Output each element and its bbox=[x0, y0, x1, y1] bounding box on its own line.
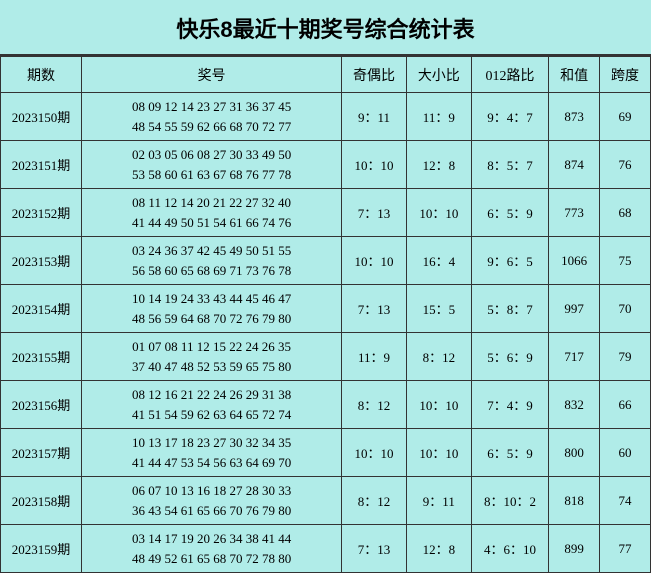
cell-big-small: 10：10 bbox=[406, 429, 471, 477]
cell-big-small: 16：4 bbox=[406, 237, 471, 285]
cell-numbers: 08 09 12 14 23 27 31 36 37 4548 54 55 59… bbox=[81, 93, 341, 141]
lottery-stats-table: 快乐8最近十期奖号综合统计表 期数 奖号 奇偶比 大小比 012路比 和值 跨度… bbox=[0, 0, 651, 573]
cell-sum: 997 bbox=[549, 285, 600, 333]
cell-numbers: 10 13 17 18 23 27 30 32 34 3541 44 47 53… bbox=[81, 429, 341, 477]
col-numbers: 奖号 bbox=[81, 57, 341, 93]
cell-span: 66 bbox=[600, 381, 651, 429]
cell-span: 76 bbox=[600, 141, 651, 189]
cell-numbers: 02 03 05 06 08 27 30 33 49 5053 58 60 61… bbox=[81, 141, 341, 189]
table-row: 2023158期06 07 10 13 16 18 27 28 30 3336 … bbox=[1, 477, 651, 525]
cell-odd-even: 10：10 bbox=[342, 141, 407, 189]
data-table: 期数 奖号 奇偶比 大小比 012路比 和值 跨度 2023150期08 09 … bbox=[0, 56, 651, 573]
cell-numbers: 03 14 17 19 20 26 34 38 41 4448 49 52 61… bbox=[81, 525, 341, 573]
cell-route012: 6：5：9 bbox=[471, 189, 548, 237]
cell-big-small: 12：8 bbox=[406, 141, 471, 189]
col-span: 跨度 bbox=[600, 57, 651, 93]
cell-sum: 773 bbox=[549, 189, 600, 237]
table-title: 快乐8最近十期奖号综合统计表 bbox=[0, 0, 651, 56]
cell-odd-even: 8：12 bbox=[342, 477, 407, 525]
cell-big-small: 8：12 bbox=[406, 333, 471, 381]
table-row: 2023152期08 11 12 14 20 21 22 27 32 4041 … bbox=[1, 189, 651, 237]
cell-big-small: 12：8 bbox=[406, 525, 471, 573]
header-row: 期数 奖号 奇偶比 大小比 012路比 和值 跨度 bbox=[1, 57, 651, 93]
cell-big-small: 15：5 bbox=[406, 285, 471, 333]
cell-big-small: 10：10 bbox=[406, 381, 471, 429]
table-row: 2023151期02 03 05 06 08 27 30 33 49 5053 … bbox=[1, 141, 651, 189]
cell-big-small: 11：9 bbox=[406, 93, 471, 141]
col-period: 期数 bbox=[1, 57, 82, 93]
cell-numbers: 01 07 08 11 12 15 22 24 26 3537 40 47 48… bbox=[81, 333, 341, 381]
cell-period: 2023159期 bbox=[1, 525, 82, 573]
cell-period: 2023151期 bbox=[1, 141, 82, 189]
cell-big-small: 10：10 bbox=[406, 189, 471, 237]
cell-odd-even: 8：12 bbox=[342, 381, 407, 429]
cell-odd-even: 9：11 bbox=[342, 93, 407, 141]
col-sum: 和值 bbox=[549, 57, 600, 93]
cell-span: 77 bbox=[600, 525, 651, 573]
cell-odd-even: 10：10 bbox=[342, 429, 407, 477]
cell-odd-even: 7：13 bbox=[342, 285, 407, 333]
cell-span: 74 bbox=[600, 477, 651, 525]
cell-route012: 4：6：10 bbox=[471, 525, 548, 573]
cell-span: 70 bbox=[600, 285, 651, 333]
table-row: 2023153期03 24 36 37 42 45 49 50 51 5556 … bbox=[1, 237, 651, 285]
cell-span: 75 bbox=[600, 237, 651, 285]
cell-sum: 899 bbox=[549, 525, 600, 573]
cell-span: 68 bbox=[600, 189, 651, 237]
cell-period: 2023153期 bbox=[1, 237, 82, 285]
table-row: 2023157期10 13 17 18 23 27 30 32 34 3541 … bbox=[1, 429, 651, 477]
cell-span: 69 bbox=[600, 93, 651, 141]
cell-period: 2023155期 bbox=[1, 333, 82, 381]
cell-odd-even: 7：13 bbox=[342, 525, 407, 573]
cell-span: 60 bbox=[600, 429, 651, 477]
cell-big-small: 9：11 bbox=[406, 477, 471, 525]
cell-period: 2023157期 bbox=[1, 429, 82, 477]
cell-sum: 873 bbox=[549, 93, 600, 141]
table-row: 2023155期01 07 08 11 12 15 22 24 26 3537 … bbox=[1, 333, 651, 381]
cell-route012: 8：5：7 bbox=[471, 141, 548, 189]
cell-numbers: 08 11 12 14 20 21 22 27 32 4041 44 49 50… bbox=[81, 189, 341, 237]
cell-numbers: 06 07 10 13 16 18 27 28 30 3336 43 54 61… bbox=[81, 477, 341, 525]
cell-sum: 717 bbox=[549, 333, 600, 381]
col-odd-even: 奇偶比 bbox=[342, 57, 407, 93]
table-row: 2023159期03 14 17 19 20 26 34 38 41 4448 … bbox=[1, 525, 651, 573]
cell-period: 2023156期 bbox=[1, 381, 82, 429]
table-row: 2023156期08 12 16 21 22 24 26 29 31 3841 … bbox=[1, 381, 651, 429]
cell-route012: 7：4：9 bbox=[471, 381, 548, 429]
cell-route012: 5：6：9 bbox=[471, 333, 548, 381]
cell-numbers: 03 24 36 37 42 45 49 50 51 5556 58 60 65… bbox=[81, 237, 341, 285]
cell-route012: 9：4：7 bbox=[471, 93, 548, 141]
cell-sum: 874 bbox=[549, 141, 600, 189]
cell-sum: 832 bbox=[549, 381, 600, 429]
cell-numbers: 08 12 16 21 22 24 26 29 31 3841 51 54 59… bbox=[81, 381, 341, 429]
cell-period: 2023150期 bbox=[1, 93, 82, 141]
cell-sum: 800 bbox=[549, 429, 600, 477]
cell-span: 79 bbox=[600, 333, 651, 381]
cell-odd-even: 11：9 bbox=[342, 333, 407, 381]
table-row: 2023154期10 14 19 24 33 43 44 45 46 4748 … bbox=[1, 285, 651, 333]
cell-route012: 6：5：9 bbox=[471, 429, 548, 477]
cell-sum: 1066 bbox=[549, 237, 600, 285]
cell-odd-even: 10：10 bbox=[342, 237, 407, 285]
col-route012: 012路比 bbox=[471, 57, 548, 93]
table-row: 2023150期08 09 12 14 23 27 31 36 37 4548 … bbox=[1, 93, 651, 141]
cell-period: 2023152期 bbox=[1, 189, 82, 237]
cell-route012: 9：6：5 bbox=[471, 237, 548, 285]
cell-period: 2023154期 bbox=[1, 285, 82, 333]
cell-odd-even: 7：13 bbox=[342, 189, 407, 237]
cell-route012: 5：8：7 bbox=[471, 285, 548, 333]
cell-route012: 8：10：2 bbox=[471, 477, 548, 525]
cell-period: 2023158期 bbox=[1, 477, 82, 525]
cell-numbers: 10 14 19 24 33 43 44 45 46 4748 56 59 64… bbox=[81, 285, 341, 333]
cell-sum: 818 bbox=[549, 477, 600, 525]
col-big-small: 大小比 bbox=[406, 57, 471, 93]
